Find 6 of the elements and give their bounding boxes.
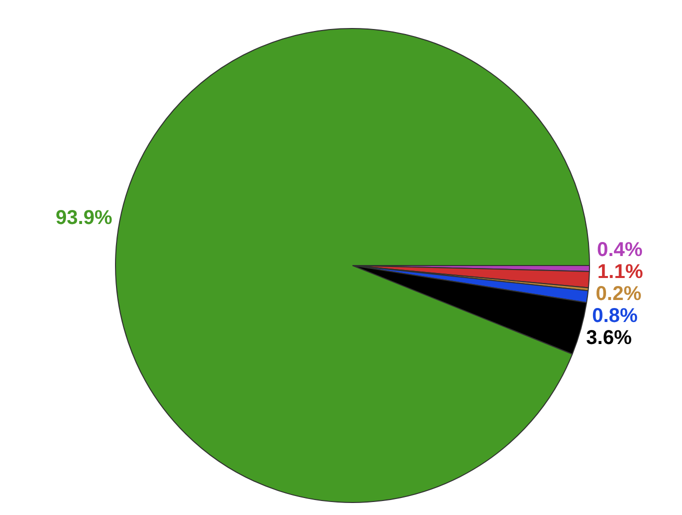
data-label: 0.2%: [596, 282, 642, 305]
data-label: 93.9%: [56, 207, 113, 230]
data-label: 0.8%: [592, 304, 638, 327]
data-label: 1.1%: [597, 260, 644, 283]
data-label: 0.4%: [596, 238, 643, 261]
data-label: 3.6%: [586, 326, 632, 349]
